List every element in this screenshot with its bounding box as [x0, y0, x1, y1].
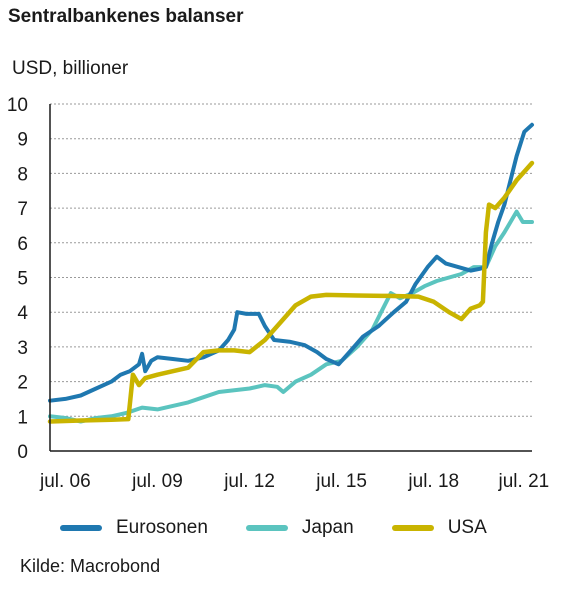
x-axis-ticks: jul. 06 jul. 09 jul. 12 jul. 15 jul. 18 jul. … — [39, 471, 549, 492]
x-tick-label-5: jul. 21 — [498, 471, 550, 492]
y-tick-label-10: 10 — [7, 95, 28, 116]
legend-swatch-usa — [391, 525, 434, 531]
legend-swatch-eurosonen — [60, 525, 102, 531]
y-axis-label: USD, billioner — [12, 58, 129, 79]
legend-label-eurosonen: Eurosonen — [116, 517, 208, 538]
y-tick-label-6: 6 — [17, 234, 28, 255]
series-line-usa — [47, 160, 535, 424]
legend-item-usa: USA — [391, 517, 487, 539]
axes — [49, 104, 532, 452]
gridlines — [50, 103, 532, 417]
y-tick-label-9: 9 — [17, 130, 28, 151]
legend-item-eurosonen: Eurosonen — [60, 517, 208, 539]
x-tick-label-0: jul. 06 — [39, 471, 91, 492]
y-tick-label-3: 3 — [17, 338, 28, 359]
legend-label-usa: USA — [447, 517, 487, 538]
x-tick-label-4: jul. 18 — [407, 471, 459, 492]
y-tick-label-0: 0 — [17, 442, 28, 463]
legend-label-japan: Japan — [301, 517, 354, 538]
legend-item-japan: Japan — [245, 517, 354, 539]
x-tick-label-1: jul. 09 — [131, 471, 183, 492]
source-note: Kilde: Macrobond — [20, 556, 161, 576]
y-tick-label-8: 8 — [17, 164, 28, 185]
y-tick-label-5: 5 — [17, 269, 28, 290]
y-tick-label-1: 1 — [17, 407, 28, 428]
x-tick-label-2: jul. 12 — [223, 471, 275, 492]
y-tick-label-7: 7 — [17, 199, 28, 220]
legend: Eurosonen Japan USA — [60, 516, 525, 540]
chart-title: Sentralbankenes balanser — [8, 6, 244, 27]
legend-swatch-japan — [245, 525, 288, 531]
series-lines — [47, 122, 535, 424]
series-line-eurosonen — [48, 122, 534, 403]
y-tick-label-4: 4 — [17, 303, 28, 324]
y-axis-ticks: 0 1 2 3 4 5 6 7 8 9 10 — [7, 95, 29, 463]
y-tick-label-2: 2 — [17, 373, 28, 394]
x-tick-label-3: jul. 15 — [315, 471, 367, 492]
